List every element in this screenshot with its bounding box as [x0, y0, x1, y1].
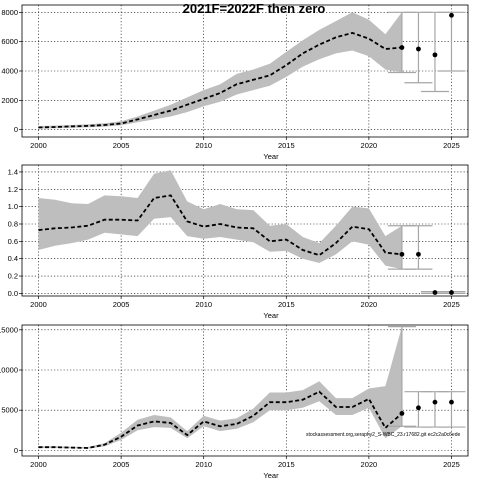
x-tick-label-2010: 2010: [195, 141, 212, 150]
plot-frame: [21, 324, 469, 457]
x-axis-label: Year: [263, 152, 279, 161]
errorbar-2025: [437, 391, 466, 428]
panel-recruitment: 2000 2005 2010 2015 2020 2025 0 2000 4000 6000 800…: [1, 4, 469, 161]
y-tick-label-2: 0.4: [8, 254, 18, 263]
point-2025: [449, 290, 454, 295]
point-2023: [416, 405, 421, 411]
point-2023: [416, 251, 421, 257]
estimate-line: [38, 194, 402, 257]
errorbar-2023: [404, 225, 433, 270]
errorbar-2024: [420, 290, 449, 295]
errorbar-2024: [420, 11, 449, 93]
axis-ticks: 2000 2005 2010 2015 2020 2025 0 2000 4000 6000 800…: [1, 8, 460, 150]
plot-frame: [21, 164, 469, 297]
estimate-line: [38, 31, 402, 129]
y-tick-label-0: 0: [14, 125, 18, 134]
x-tick-label-2010: 2010: [195, 300, 212, 309]
x-tick-label-2010: 2010: [195, 460, 212, 469]
y-tick-label-3: 15000: [0, 325, 18, 334]
x-tick-label-2015: 2015: [278, 141, 295, 150]
y-tick-label-1: 2000: [1, 96, 18, 105]
x-tick-label-2020: 2020: [361, 300, 378, 309]
y-tick-label-5: 1.0: [8, 202, 18, 211]
point-2024: [432, 290, 438, 295]
x-tick-label-2005: 2005: [113, 460, 130, 469]
y-tick-label-4: 0.8: [8, 219, 18, 228]
x-tick-label-2000: 2000: [30, 141, 47, 150]
x-tick-label-2020: 2020: [361, 141, 378, 150]
x-tick-label-2005: 2005: [113, 300, 130, 309]
x-tick-label-2025: 2025: [443, 460, 460, 469]
errorbar-2023: [404, 391, 433, 428]
errorbar-2022: [387, 326, 416, 427]
errorbar-2024: [420, 391, 449, 428]
x-tick-label-2025: 2025: [443, 300, 460, 309]
y-tick-label-3: 0.6: [8, 237, 18, 246]
axis-ticks: 2000 2005 2010 2015 2020 2025 0 5000 10000 15000: [0, 325, 460, 469]
y-tick-label-6: 1.2: [8, 185, 18, 194]
axis-ticks: 2000 2005 2010 2015 2020 2025 0.0 0.2 0.4 0.6 0.8 1…: [8, 167, 460, 309]
x-tick-label-2015: 2015: [278, 300, 295, 309]
x-axis-label: Year: [263, 311, 279, 320]
panel-fishing-mortality: 2000 2005 2010 2015 2020 2025 0.0 0.2 0.4 0.6 0.8 1…: [8, 164, 469, 320]
point-2022: [399, 411, 405, 416]
y-tick-label-2: 10000: [0, 366, 18, 375]
point-2025: [449, 12, 454, 18]
point-2024: [432, 399, 438, 405]
x-axis-label: Year: [263, 471, 279, 480]
y-tick-label-1: 5000: [1, 406, 18, 415]
point-2024: [432, 52, 438, 58]
x-tick-label-2020: 2020: [361, 460, 378, 469]
chart-panels: 2000 2005 2010 2015 2020 2025 0 2000 4000 6000 800…: [0, 4, 469, 480]
figure-footnote: stockassessment.org,seraphy2_S-WBC_23.r1…: [306, 432, 460, 438]
y-tick-label-7: 1.4: [8, 167, 18, 176]
y-tick-label-4: 8000: [1, 8, 18, 17]
x-tick-label-2005: 2005: [113, 141, 130, 150]
confidence-band: [38, 170, 402, 270]
confidence-band: [38, 12, 402, 129]
errorbar-2025: [437, 290, 466, 295]
panel-catch: 2000 2005 2010 2015 2020 2025 0 5000 10000 15000 Y…: [0, 324, 469, 480]
y-tick-label-0: 0: [14, 446, 18, 455]
confidence-band: [38, 326, 402, 449]
point-2022: [399, 45, 405, 50]
point-2023: [416, 46, 421, 52]
point-2025: [449, 399, 454, 405]
x-tick-label-2000: 2000: [30, 300, 47, 309]
y-tick-label-1: 0.2: [8, 272, 18, 281]
figure-title: 2021F=2022F then zero: [183, 1, 326, 16]
y-tick-label-3: 6000: [1, 37, 18, 46]
y-tick-label-0: 0.0: [8, 289, 18, 298]
point-2022: [399, 251, 405, 257]
x-tick-label-2000: 2000: [30, 460, 47, 469]
estimate-line: [38, 390, 403, 449]
x-tick-label-2015: 2015: [278, 460, 295, 469]
x-tick-label-2025: 2025: [443, 141, 460, 150]
errorbar-2025: [437, 11, 466, 72]
y-tick-label-2: 4000: [1, 67, 18, 76]
